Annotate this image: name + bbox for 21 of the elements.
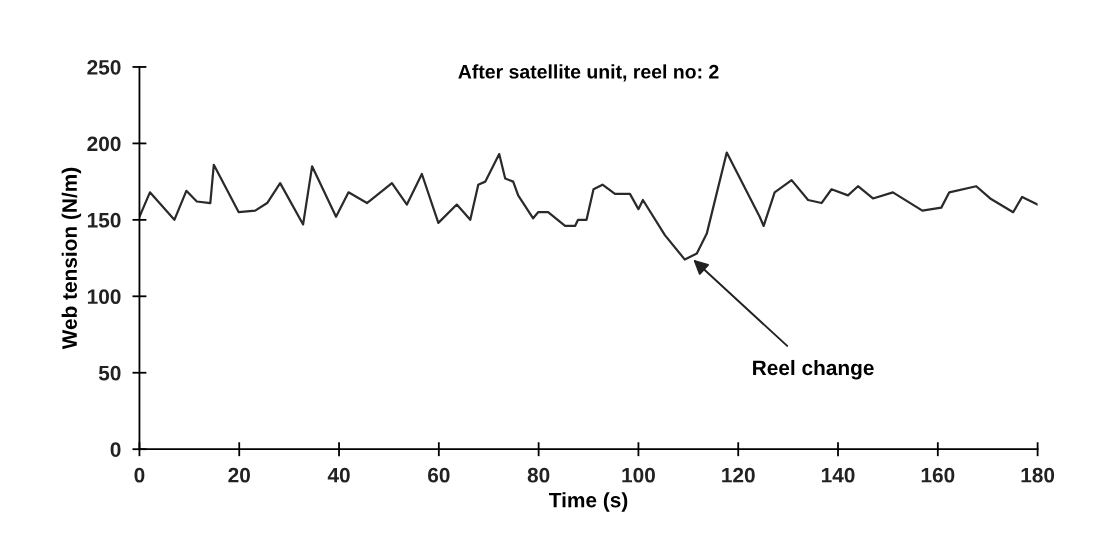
x-tick-label: 100 xyxy=(622,467,655,483)
x-axis-title: Time (s) xyxy=(549,492,628,512)
x-tick-label: 180 xyxy=(1021,467,1055,483)
x-tick-label: 60 xyxy=(428,467,450,483)
y-tick-label: 150 xyxy=(87,212,121,228)
y-tick-label: 200 xyxy=(87,136,121,152)
line-series xyxy=(139,151,1038,261)
x-tick-label: 0 xyxy=(134,467,145,483)
annotation: Reel change xyxy=(753,359,874,380)
y-tick-label: 0 xyxy=(110,442,121,457)
y-tick-label: 100 xyxy=(87,289,121,305)
x-tick-label: 160 xyxy=(921,467,955,483)
x-tick-label: 140 xyxy=(821,467,855,483)
x-tick-label: 80 xyxy=(527,467,550,483)
y-axis-title: Web tension (N/m) xyxy=(61,167,82,350)
y-tick-label: 250 xyxy=(87,59,121,75)
x-tick-label: 120 xyxy=(722,467,755,483)
x-tick-label: 40 xyxy=(327,467,350,483)
chart-title: After satellite unit, reel no: 2 xyxy=(458,64,719,82)
x-tick-label: 20 xyxy=(228,467,250,483)
y-tick-label: 50 xyxy=(98,365,121,381)
